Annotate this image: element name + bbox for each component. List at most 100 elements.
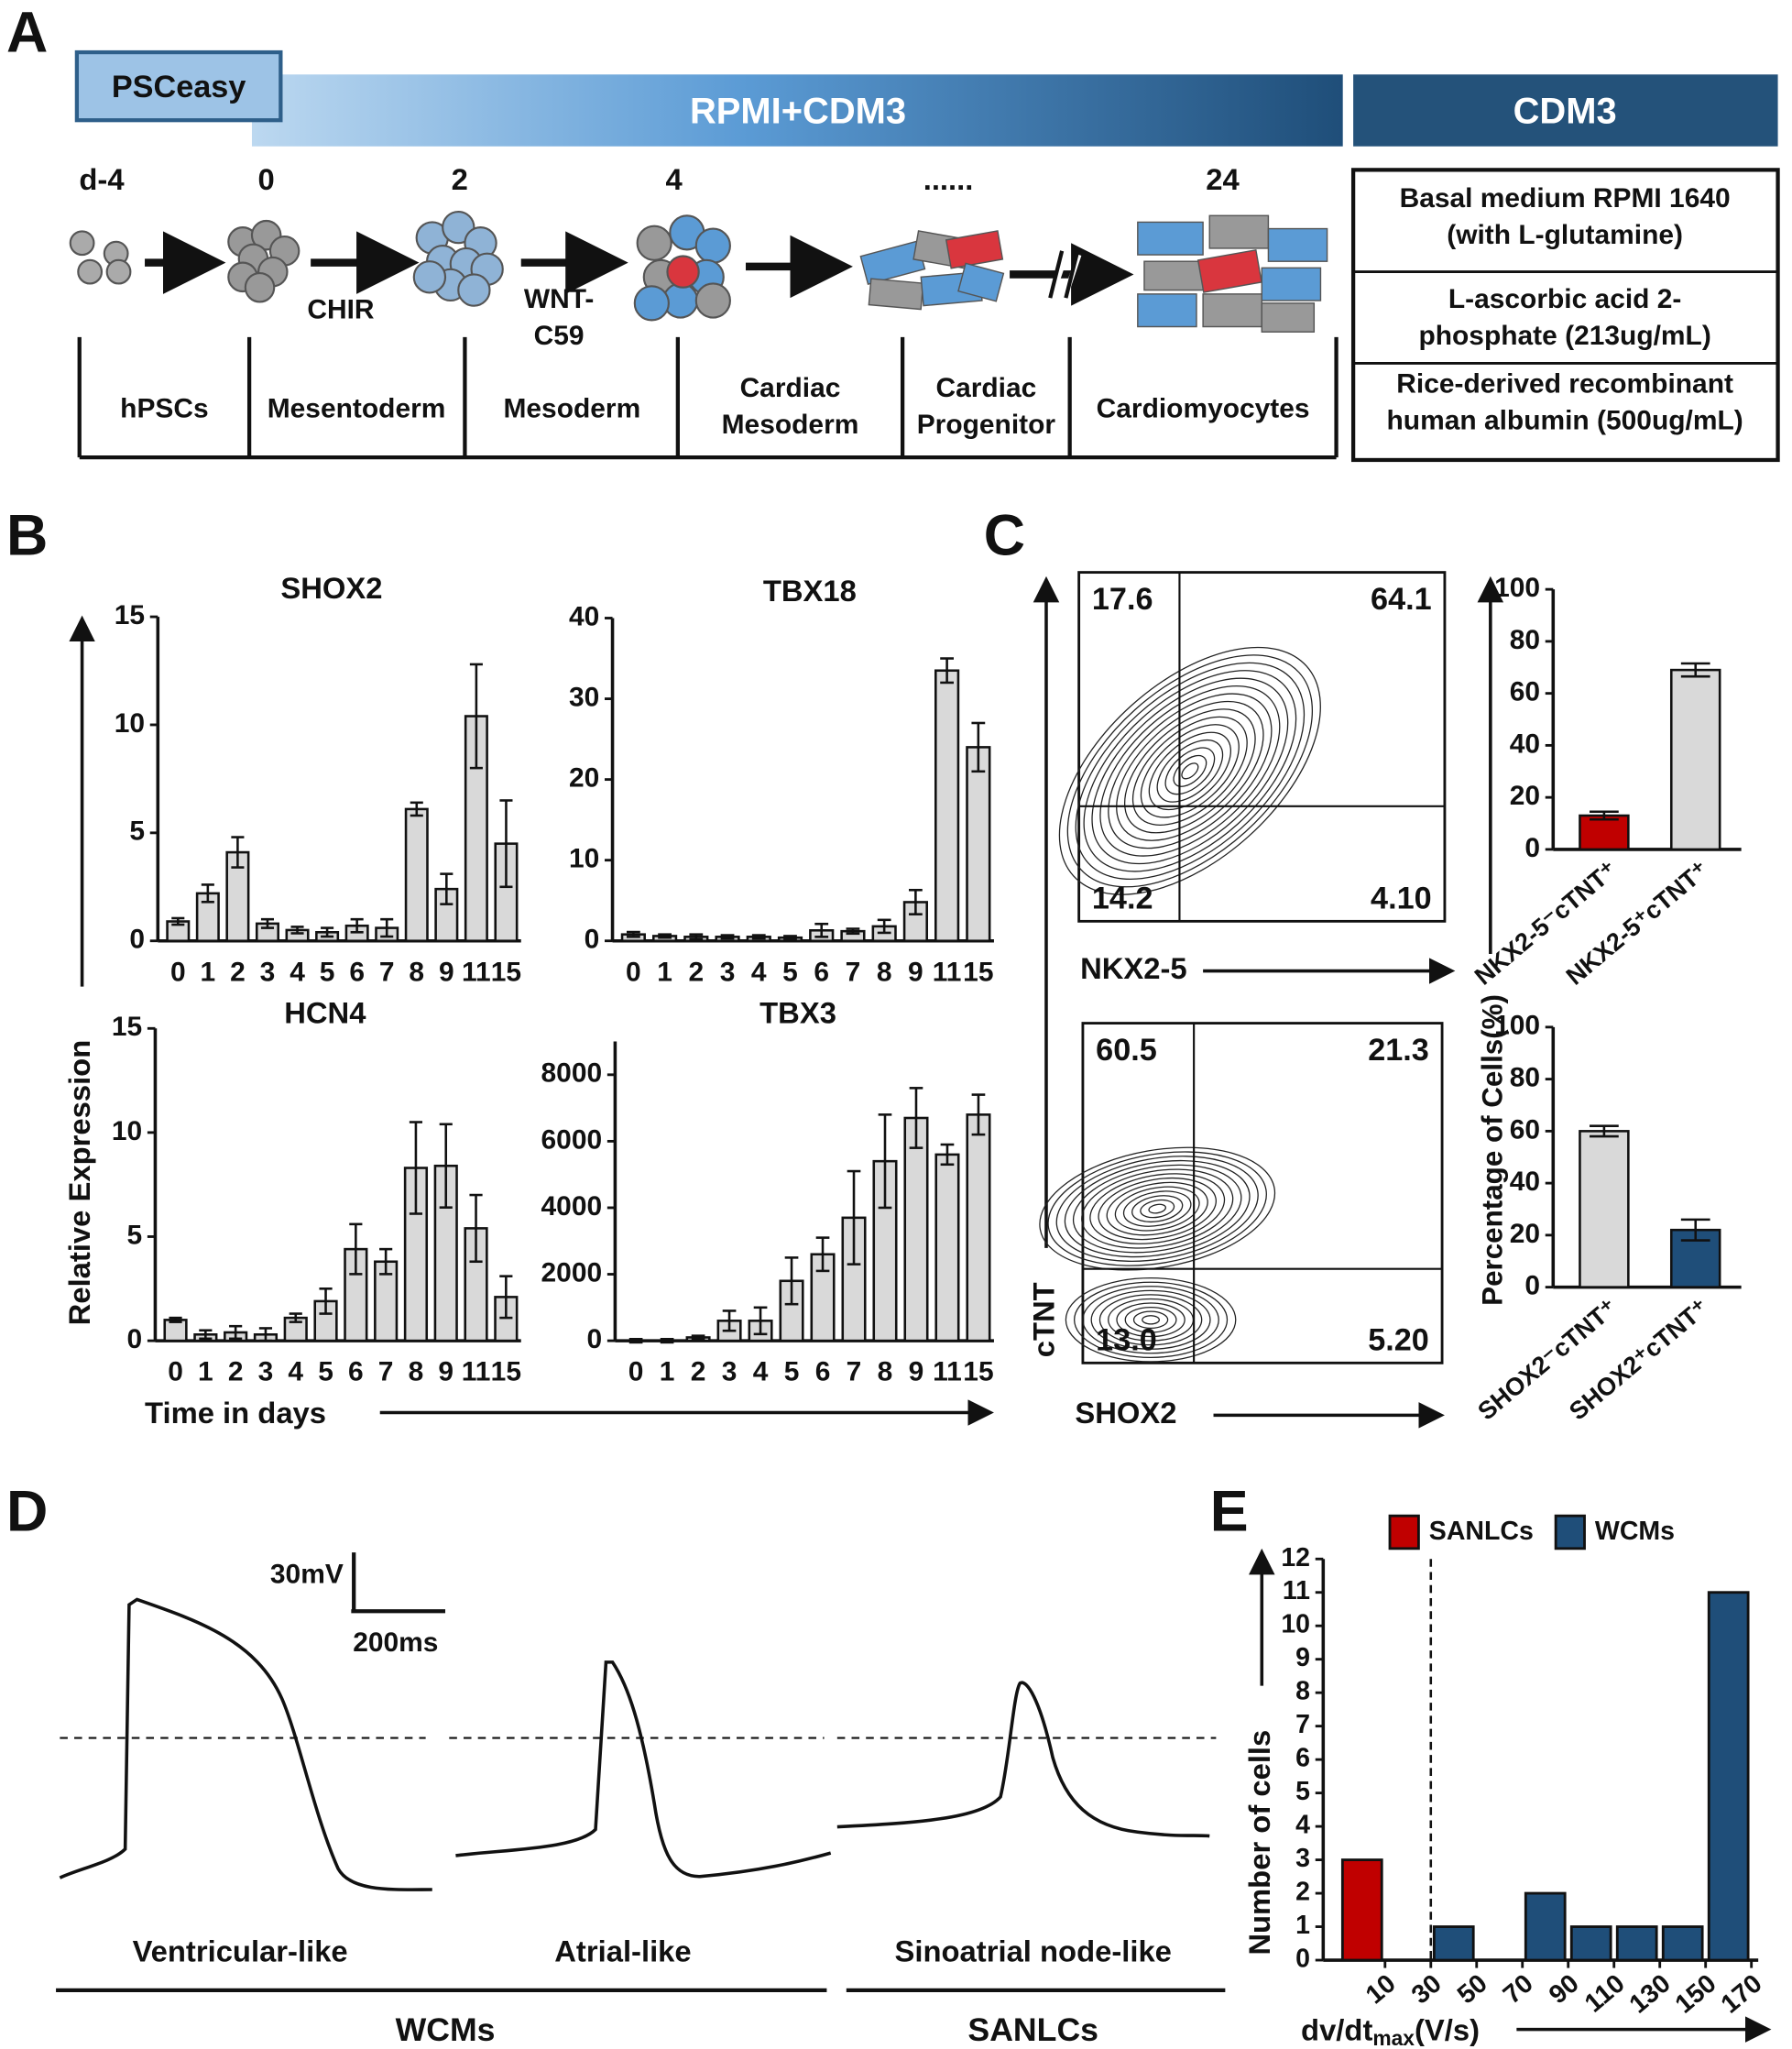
x-tick-label: 0 xyxy=(168,1357,183,1387)
panel-label: E xyxy=(1210,1480,1249,1544)
x-tick-label: 5 xyxy=(782,957,798,987)
y-tick-label: 0 xyxy=(1524,833,1540,863)
error-bar xyxy=(689,933,704,941)
contour xyxy=(1072,1164,1242,1254)
x-tick-label: 2 xyxy=(230,957,246,987)
break-mark xyxy=(1048,250,1080,299)
x-axis-label: dv/dtmax(V/s) xyxy=(1301,2012,1480,2049)
cell xyxy=(1196,248,1262,293)
panel-label: C xyxy=(984,504,1025,568)
x-tick-label: 90 xyxy=(1544,1968,1585,2010)
x-tick-label: 6 xyxy=(349,957,365,987)
cell xyxy=(1143,260,1204,291)
x-tick-label: 6 xyxy=(814,957,829,987)
x-tick-label: 15 xyxy=(491,1357,521,1387)
medium-component: human albumin (500ug/mL) xyxy=(1387,406,1743,436)
x-tick-label: 6 xyxy=(815,1357,831,1387)
x-tick-label: 0 xyxy=(626,957,641,987)
phase-label: CDM3 xyxy=(1513,92,1617,132)
y-tick-label: 0 xyxy=(586,1324,602,1354)
x-tick-label: 3 xyxy=(258,1357,274,1387)
y-tick-label: 20 xyxy=(1510,1219,1540,1249)
x-tick-label: 11 xyxy=(462,1357,491,1387)
bar xyxy=(1569,1925,1612,1962)
trace-label: Ventricular-like xyxy=(133,1934,348,1968)
y-tick-label: 5 xyxy=(127,1220,143,1250)
contour xyxy=(1074,1281,1229,1358)
cell xyxy=(1267,227,1328,262)
day-label: 24 xyxy=(1206,162,1240,196)
phase-box xyxy=(74,49,283,123)
quadrant-value: 14.2 xyxy=(1092,882,1153,916)
group-label: WCMs xyxy=(396,2011,496,2048)
stage-table xyxy=(77,336,1339,460)
bar xyxy=(1669,668,1721,851)
error-bar xyxy=(499,1275,513,1320)
contour xyxy=(1065,1277,1237,1363)
x-tick-label: 5 xyxy=(320,957,335,987)
bar xyxy=(1524,1891,1567,1962)
x-tick-label: 30 xyxy=(1406,1968,1448,2010)
cell xyxy=(694,282,731,319)
cell xyxy=(1137,293,1197,328)
error-bar xyxy=(877,918,891,935)
bar xyxy=(1579,1130,1630,1288)
x-tick-label: 50 xyxy=(1452,1968,1493,2010)
x-axis-label: NKX2-5 xyxy=(1080,951,1187,985)
error-bar xyxy=(409,1121,423,1215)
bar xyxy=(1615,1925,1658,1962)
quadrant-value: 64.1 xyxy=(1371,582,1432,617)
axis-arrows xyxy=(69,575,1772,2043)
quadrant-value: 4.10 xyxy=(1371,882,1432,916)
y-tick-label: 6000 xyxy=(541,1124,603,1155)
contour xyxy=(1089,1173,1226,1244)
x-label-main: dv/dt xyxy=(1301,2012,1372,2046)
x-tick-label: 150 xyxy=(1670,1968,1722,2019)
error-bar xyxy=(722,1309,737,1332)
x-label-tail: (V/s) xyxy=(1415,2012,1480,2046)
error-bar xyxy=(350,917,364,934)
x-tick-label: 1 xyxy=(660,1357,675,1387)
error-bar xyxy=(658,933,672,939)
contour xyxy=(1091,677,1289,865)
y-tick-label: 3 xyxy=(1295,1844,1310,1873)
contour xyxy=(1156,739,1224,803)
x-tick-label: 7 xyxy=(379,957,395,987)
cell xyxy=(69,230,95,257)
bar xyxy=(404,807,429,943)
x-tick-label: 9 xyxy=(438,1357,453,1387)
error-bar xyxy=(410,801,423,817)
y-tick-label: 40 xyxy=(1510,1167,1540,1197)
x-tick-label: 3 xyxy=(720,957,736,987)
contour xyxy=(1090,1289,1211,1350)
error-bar xyxy=(753,1306,768,1336)
chart-title: HCN4 xyxy=(284,996,366,1030)
y-tick-label: 4000 xyxy=(541,1191,603,1222)
y-tick-label: 60 xyxy=(1510,677,1540,707)
medium-component: (with L-glutamine) xyxy=(1447,220,1683,250)
y-tick-label: 20 xyxy=(569,763,599,794)
bar xyxy=(1707,1591,1750,1962)
error-bar xyxy=(201,883,214,904)
error-bar xyxy=(231,836,245,869)
error-bar xyxy=(1680,662,1710,678)
x-tick-label: 70 xyxy=(1498,1968,1539,2010)
x-tick-label: 9 xyxy=(908,957,923,987)
x-tick-label: 5 xyxy=(318,1357,333,1387)
x-tick-label: 170 xyxy=(1716,1968,1768,2019)
contour xyxy=(1114,1186,1200,1232)
x-label-sub: max xyxy=(1372,2026,1415,2049)
x-tick-label: 110 xyxy=(1579,1968,1631,2018)
day-label: d-4 xyxy=(79,162,125,196)
bar xyxy=(903,1116,929,1342)
cell xyxy=(1261,302,1316,333)
y-tick-label: 0 xyxy=(585,925,600,955)
x-tick-label: 8 xyxy=(409,1357,424,1387)
flow-plot-frame xyxy=(1081,1022,1444,1364)
error-bar xyxy=(783,935,797,941)
error-bar xyxy=(290,926,304,935)
x-tick-label: 1 xyxy=(198,1357,213,1387)
contour xyxy=(1173,754,1207,787)
x-tick-label: 11 xyxy=(462,957,491,987)
